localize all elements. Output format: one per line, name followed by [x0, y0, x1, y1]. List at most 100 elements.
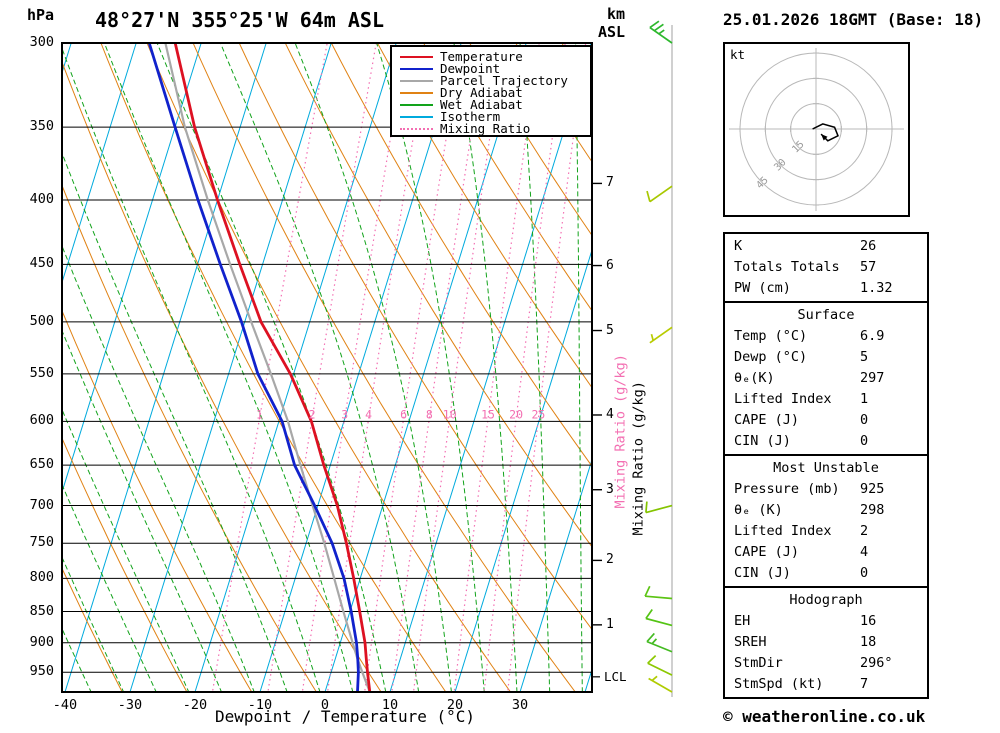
stat-row: θₑ(K) 297 — [725, 368, 927, 389]
stat-row: CAPE (J) 0 — [725, 410, 927, 431]
stat-label: θₑ(K) — [734, 370, 775, 386]
wind-barb — [648, 675, 673, 693]
legend-item: Mixing Ratio — [400, 122, 584, 135]
isotherm-line — [259, 43, 462, 692]
hodograph-trace — [812, 123, 839, 142]
mixing-ratio-axis-label-pink: Mixing Ratio (g/kg) — [612, 354, 629, 509]
hodograph-panel: 15 30 45 kt — [723, 42, 910, 217]
stat-label: Dewp (°C) — [734, 349, 808, 365]
stat-label: CAPE (J) — [734, 412, 800, 428]
pressure-tick-label: 550 — [29, 364, 54, 381]
km-tick-label: 4 — [606, 406, 614, 422]
km-tick-label: 2 — [606, 552, 614, 568]
pressure-tick-label: 950 — [29, 663, 54, 680]
legend-item-label: Isotherm — [440, 109, 501, 124]
temp-tick-label: -40 — [52, 697, 78, 713]
mixing-ratio-value-label: 4 — [365, 408, 372, 422]
stat-label: CAPE (J) — [734, 544, 800, 560]
stat-value: 7 — [860, 676, 869, 692]
legend-item: Temperature — [400, 49, 584, 64]
wet-adiabat-line — [62, 483, 157, 692]
legend-item-label: Dewpoint — [440, 61, 501, 76]
stat-label: StmSpd (kt) — [734, 676, 824, 692]
temp-tick-label: -20 — [182, 697, 208, 713]
stats-section: K 26 Totals Totals 57 PW (cm) 1.32 — [725, 234, 927, 301]
dry-adiabat-line — [62, 309, 253, 692]
stat-label: PW (cm) — [734, 280, 791, 296]
wind-barb — [644, 585, 673, 600]
legend-item-label: Parcel Trajectory — [440, 73, 568, 88]
chart-title-datetime: 25.01.2026 18GMT (Base: 18) — [723, 10, 984, 29]
legend-swatch — [400, 128, 433, 130]
dry-adiabat-line — [376, 43, 592, 389]
wind-barb — [645, 501, 673, 514]
legend-item-label: Wet Adiabat — [440, 97, 523, 112]
stat-row: θₑ (K) 298 — [725, 500, 927, 521]
isotherm-line — [519, 458, 592, 692]
mixing-ratio-line — [211, 43, 328, 692]
stat-label: CIN (J) — [734, 433, 791, 449]
stat-row: Pressure (mb) 925 — [725, 479, 927, 500]
stat-value: 57 — [860, 259, 877, 275]
stat-row: CAPE (J) 4 — [725, 542, 927, 563]
stat-label: Lifted Index — [734, 523, 832, 539]
wind-barb — [649, 326, 673, 344]
parcel-trajectory-curve — [164, 43, 371, 692]
legend-swatch — [400, 92, 433, 94]
legend-swatch — [400, 68, 433, 70]
mixing-ratio-value-label: 8 — [426, 408, 433, 422]
dry-adiabat-line — [62, 60, 382, 692]
km-tick-label: 5 — [606, 322, 614, 338]
stat-value: 0 — [860, 433, 869, 449]
pressure-tick-label: 800 — [29, 569, 54, 586]
stat-row: SREH 18 — [725, 632, 927, 653]
temp-tick-label: 10 — [381, 697, 399, 713]
stat-value: 0 — [860, 565, 869, 581]
mixing-ratio-line — [412, 43, 505, 692]
mixing-ratio-value-label: 25 — [531, 408, 545, 422]
wind-barb — [647, 655, 673, 676]
stat-row: StmSpd (kt) 7 — [725, 674, 927, 695]
dry-adiabat-line — [62, 184, 317, 692]
dry-adiabat-line — [62, 567, 123, 692]
pressure-tick-label: 900 — [29, 633, 54, 650]
altitude-axis-unit-asl: ASL — [598, 23, 626, 41]
dry-adiabat-line — [146, 43, 511, 692]
stat-row: Lifted Index 2 — [725, 521, 927, 542]
temperature-curve — [173, 43, 372, 692]
isotherm-line — [324, 43, 527, 692]
wind-barb — [645, 608, 673, 627]
temp-tick-label: -10 — [247, 697, 273, 713]
wind-barb — [646, 185, 673, 203]
pressure-tick-label: 600 — [29, 412, 54, 429]
legend-item: Isotherm — [400, 109, 584, 124]
stat-row: StmDir 296° — [725, 653, 927, 674]
isotherm-line — [454, 248, 592, 692]
stat-row: Dewp (°C) 5 — [725, 347, 927, 368]
mixing-ratio-value-label: 6 — [400, 408, 407, 422]
dry-adiabat-line — [238, 43, 592, 631]
dry-adiabat-line — [330, 43, 592, 468]
km-tick-label: 3 — [606, 481, 614, 497]
stat-row: CIN (J) 0 — [725, 563, 927, 584]
pressure-tick-label: 650 — [29, 456, 54, 473]
isotherm-line — [389, 43, 592, 692]
stat-label: Pressure (mb) — [734, 481, 840, 497]
temp-tick-label: -30 — [117, 697, 143, 713]
mixing-ratio-axis-label: Mixing Ratio (g/kg) — [630, 381, 647, 536]
stat-label: K — [734, 238, 743, 254]
legend-swatch — [400, 116, 433, 118]
stat-row: PW (cm) 1.32 — [725, 278, 927, 299]
stat-row: EH 16 — [725, 611, 927, 632]
dry-adiabat-line — [469, 43, 592, 237]
mixing-ratio-value-label: 1 — [256, 408, 263, 422]
legend-item: Dry Adiabat — [400, 86, 584, 99]
legend-item-label: Temperature — [440, 49, 523, 64]
wet-adiabat-line — [519, 43, 551, 692]
stat-value: 925 — [860, 481, 885, 497]
legend-swatch — [400, 104, 433, 106]
legend-item: Dewpoint — [400, 61, 584, 76]
mixing-ratio-value-label: 15 — [481, 408, 495, 422]
stat-label: CIN (J) — [734, 565, 791, 581]
stat-value: 16 — [860, 613, 877, 629]
